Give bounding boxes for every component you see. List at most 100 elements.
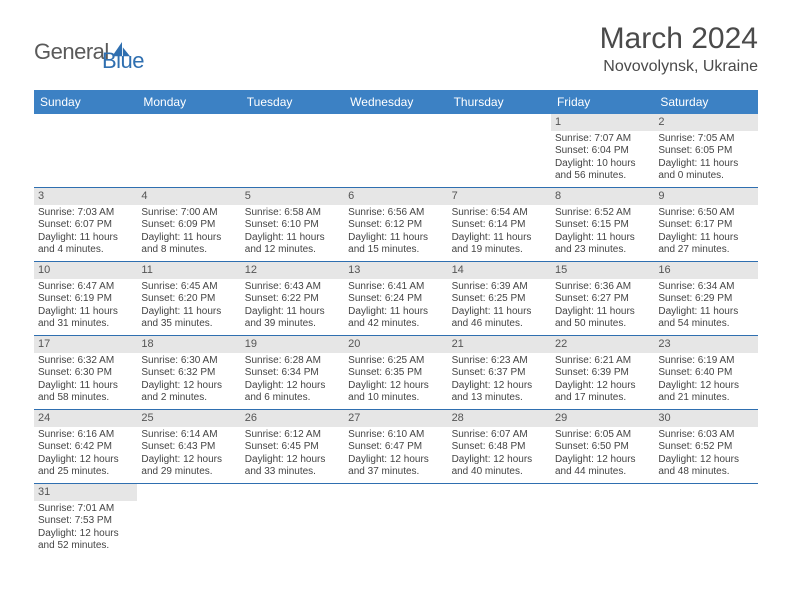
daylight-line: Daylight: 11 hours and 42 minutes. bbox=[348, 306, 443, 331]
day-number: 13 bbox=[344, 262, 447, 279]
sunset-line: Sunset: 6:30 PM bbox=[38, 367, 133, 380]
sunrise-line: Sunrise: 6:30 AM bbox=[141, 355, 236, 368]
day-cell: 12Sunrise: 6:43 AMSunset: 6:22 PMDayligh… bbox=[241, 262, 344, 336]
sunset-line: Sunset: 6:32 PM bbox=[141, 367, 236, 380]
title-block: March 2024 Novovolynsk, Ukraine bbox=[600, 22, 758, 76]
day-number: 12 bbox=[241, 262, 344, 279]
sunrise-line: Sunrise: 6:32 AM bbox=[38, 355, 133, 368]
day-number: 14 bbox=[448, 262, 551, 279]
sunset-line: Sunset: 6:27 PM bbox=[555, 293, 650, 306]
day-number: 1 bbox=[551, 114, 654, 131]
day-cell: 13Sunrise: 6:41 AMSunset: 6:24 PMDayligh… bbox=[344, 262, 447, 336]
sunrise-line: Sunrise: 6:43 AM bbox=[245, 281, 340, 294]
sunrise-line: Sunrise: 7:01 AM bbox=[38, 503, 133, 516]
daylight-line: Daylight: 12 hours and 2 minutes. bbox=[141, 380, 236, 405]
day-number: 26 bbox=[241, 410, 344, 427]
day-number: 23 bbox=[654, 336, 757, 353]
day-cell: 19Sunrise: 6:28 AMSunset: 6:34 PMDayligh… bbox=[241, 336, 344, 410]
day-cell: 27Sunrise: 6:10 AMSunset: 6:47 PMDayligh… bbox=[344, 410, 447, 484]
sunrise-line: Sunrise: 6:07 AM bbox=[452, 429, 547, 442]
day-cell: 21Sunrise: 6:23 AMSunset: 6:37 PMDayligh… bbox=[448, 336, 551, 410]
day-cell: 18Sunrise: 6:30 AMSunset: 6:32 PMDayligh… bbox=[137, 336, 240, 410]
daylight-line: Daylight: 11 hours and 31 minutes. bbox=[38, 306, 133, 331]
logo-text-general: General bbox=[34, 39, 109, 65]
day-number: 4 bbox=[137, 188, 240, 205]
day-cell: 28Sunrise: 6:07 AMSunset: 6:48 PMDayligh… bbox=[448, 410, 551, 484]
empty-cell bbox=[344, 114, 447, 188]
day-number: 10 bbox=[34, 262, 137, 279]
sunset-line: Sunset: 6:43 PM bbox=[141, 441, 236, 454]
sunset-line: Sunset: 6:05 PM bbox=[658, 145, 753, 158]
sunset-line: Sunset: 6:22 PM bbox=[245, 293, 340, 306]
day-number: 30 bbox=[654, 410, 757, 427]
daylight-line: Daylight: 11 hours and 0 minutes. bbox=[658, 158, 753, 183]
day-cell: 8Sunrise: 6:52 AMSunset: 6:15 PMDaylight… bbox=[551, 188, 654, 262]
daylight-line: Daylight: 12 hours and 44 minutes. bbox=[555, 454, 650, 479]
daylight-line: Daylight: 12 hours and 52 minutes. bbox=[38, 528, 133, 553]
sunrise-line: Sunrise: 6:34 AM bbox=[658, 281, 753, 294]
daylight-line: Daylight: 11 hours and 4 minutes. bbox=[38, 232, 133, 257]
week-row: 31Sunrise: 7:01 AMSunset: 7:53 PMDayligh… bbox=[34, 484, 758, 558]
week-row: 3Sunrise: 7:03 AMSunset: 6:07 PMDaylight… bbox=[34, 188, 758, 262]
daylight-line: Daylight: 12 hours and 17 minutes. bbox=[555, 380, 650, 405]
sunrise-line: Sunrise: 6:14 AM bbox=[141, 429, 236, 442]
empty-cell bbox=[137, 484, 240, 558]
day-number: 28 bbox=[448, 410, 551, 427]
sunset-line: Sunset: 6:40 PM bbox=[658, 367, 753, 380]
day-header-row: SundayMondayTuesdayWednesdayThursdayFrid… bbox=[34, 90, 758, 114]
sunrise-line: Sunrise: 6:39 AM bbox=[452, 281, 547, 294]
sunset-line: Sunset: 7:53 PM bbox=[38, 515, 133, 528]
sunrise-line: Sunrise: 6:28 AM bbox=[245, 355, 340, 368]
sunset-line: Sunset: 6:37 PM bbox=[452, 367, 547, 380]
day-number: 22 bbox=[551, 336, 654, 353]
day-number: 25 bbox=[137, 410, 240, 427]
sunset-line: Sunset: 6:29 PM bbox=[658, 293, 753, 306]
sunrise-line: Sunrise: 6:10 AM bbox=[348, 429, 443, 442]
empty-cell bbox=[654, 484, 757, 558]
sunrise-line: Sunrise: 6:23 AM bbox=[452, 355, 547, 368]
sunset-line: Sunset: 6:39 PM bbox=[555, 367, 650, 380]
day-cell: 7Sunrise: 6:54 AMSunset: 6:14 PMDaylight… bbox=[448, 188, 551, 262]
day-cell: 1Sunrise: 7:07 AMSunset: 6:04 PMDaylight… bbox=[551, 114, 654, 188]
sunset-line: Sunset: 6:09 PM bbox=[141, 219, 236, 232]
daylight-line: Daylight: 11 hours and 46 minutes. bbox=[452, 306, 547, 331]
sunrise-line: Sunrise: 6:21 AM bbox=[555, 355, 650, 368]
day-cell: 23Sunrise: 6:19 AMSunset: 6:40 PMDayligh… bbox=[654, 336, 757, 410]
daylight-line: Daylight: 10 hours and 56 minutes. bbox=[555, 158, 650, 183]
day-cell: 4Sunrise: 7:00 AMSunset: 6:09 PMDaylight… bbox=[137, 188, 240, 262]
sunset-line: Sunset: 6:19 PM bbox=[38, 293, 133, 306]
location: Novovolynsk, Ukraine bbox=[600, 58, 758, 76]
week-row: 1Sunrise: 7:07 AMSunset: 6:04 PMDaylight… bbox=[34, 114, 758, 188]
sunrise-line: Sunrise: 6:50 AM bbox=[658, 207, 753, 220]
week-row: 24Sunrise: 6:16 AMSunset: 6:42 PMDayligh… bbox=[34, 410, 758, 484]
daylight-line: Daylight: 11 hours and 8 minutes. bbox=[141, 232, 236, 257]
daylight-line: Daylight: 12 hours and 10 minutes. bbox=[348, 380, 443, 405]
day-cell: 14 Sunrise: 6:39 AMSunset: 6:25 PMDayligh… bbox=[448, 262, 551, 336]
sunrise-line: Sunrise: 7:05 AM bbox=[658, 133, 753, 146]
daylight-line: Daylight: 12 hours and 29 minutes. bbox=[141, 454, 236, 479]
sunset-line: Sunset: 6:17 PM bbox=[658, 219, 753, 232]
day-number: 2 bbox=[654, 114, 757, 131]
week-row: 10Sunrise: 6:47 AMSunset: 6:19 PMDayligh… bbox=[34, 262, 758, 336]
daylight-line: Daylight: 12 hours and 40 minutes. bbox=[452, 454, 547, 479]
day-header: Wednesday bbox=[344, 90, 447, 114]
empty-cell bbox=[34, 114, 137, 188]
sunset-line: Sunset: 6:14 PM bbox=[452, 219, 547, 232]
day-cell: 16Sunrise: 6:34 AMSunset: 6:29 PMDayligh… bbox=[654, 262, 757, 336]
day-number: 3 bbox=[34, 188, 137, 205]
day-header: Friday bbox=[551, 90, 654, 114]
day-number: 15 bbox=[551, 262, 654, 279]
logo: GeneralBlue bbox=[34, 30, 174, 74]
sunset-line: Sunset: 6:45 PM bbox=[245, 441, 340, 454]
sunset-line: Sunset: 6:07 PM bbox=[38, 219, 133, 232]
empty-cell bbox=[448, 114, 551, 188]
daylight-line: Daylight: 11 hours and 58 minutes. bbox=[38, 380, 133, 405]
day-number: 5 bbox=[241, 188, 344, 205]
daylight-line: Daylight: 11 hours and 15 minutes. bbox=[348, 232, 443, 257]
sunset-line: Sunset: 6:25 PM bbox=[452, 293, 547, 306]
day-cell: 2 Sunrise: 7:05 AMSunset: 6:05 PMDaylight… bbox=[654, 114, 757, 188]
daylight-line: Daylight: 11 hours and 23 minutes. bbox=[555, 232, 650, 257]
weeks-container: 1Sunrise: 7:07 AMSunset: 6:04 PMDaylight… bbox=[34, 114, 758, 558]
empty-cell bbox=[137, 114, 240, 188]
day-cell: 11Sunrise: 6:45 AMSunset: 6:20 PMDayligh… bbox=[137, 262, 240, 336]
